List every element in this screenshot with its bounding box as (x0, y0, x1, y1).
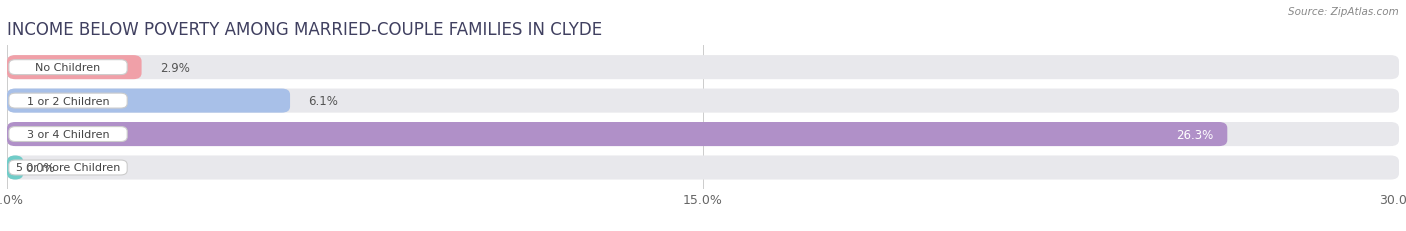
FancyBboxPatch shape (7, 89, 1399, 113)
FancyBboxPatch shape (7, 122, 1227, 146)
FancyBboxPatch shape (7, 56, 142, 80)
Text: 1 or 2 Children: 1 or 2 Children (27, 96, 110, 106)
Text: 3 or 4 Children: 3 or 4 Children (27, 130, 110, 140)
FancyBboxPatch shape (7, 156, 24, 180)
FancyBboxPatch shape (8, 61, 127, 75)
FancyBboxPatch shape (8, 160, 127, 175)
Text: 2.9%: 2.9% (160, 61, 190, 74)
Text: 5 or more Children: 5 or more Children (15, 163, 121, 173)
Text: Source: ZipAtlas.com: Source: ZipAtlas.com (1288, 7, 1399, 17)
Text: No Children: No Children (35, 63, 101, 73)
Text: INCOME BELOW POVERTY AMONG MARRIED-COUPLE FAMILIES IN CLYDE: INCOME BELOW POVERTY AMONG MARRIED-COUPL… (7, 21, 602, 39)
Text: 0.0%: 0.0% (25, 161, 55, 174)
Text: 6.1%: 6.1% (309, 95, 339, 108)
FancyBboxPatch shape (7, 89, 290, 113)
FancyBboxPatch shape (7, 122, 1399, 146)
Text: 26.3%: 26.3% (1177, 128, 1213, 141)
FancyBboxPatch shape (7, 156, 1399, 180)
FancyBboxPatch shape (8, 94, 127, 109)
FancyBboxPatch shape (7, 56, 1399, 80)
FancyBboxPatch shape (8, 127, 127, 142)
